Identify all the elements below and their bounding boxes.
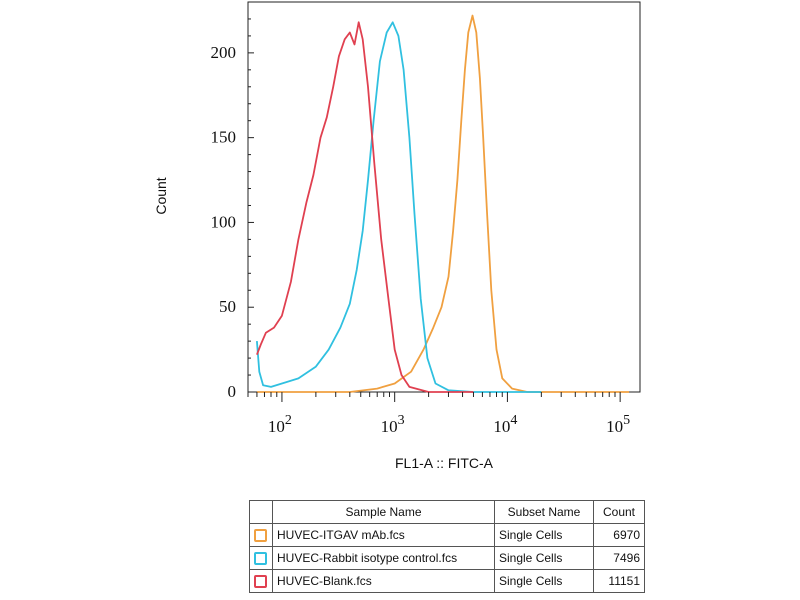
- legend-sample-name: HUVEC-Blank.fcs: [272, 569, 495, 593]
- series-line-0: [256, 14, 630, 393]
- legend-swatch-red: [254, 575, 267, 589]
- legend-count: 6970: [593, 523, 645, 547]
- plot-frame: [247, 1, 641, 393]
- legend-header-subset: Subset Name: [494, 500, 594, 524]
- legend-sample-name: HUVEC-ITGAV mAb.fcs: [272, 523, 495, 547]
- series-line-1: [256, 21, 542, 393]
- y-tick-label: 0: [228, 382, 237, 401]
- legend-swatch-cell: [249, 569, 273, 593]
- axis-layer: 0 50 100 150 200 102 103 104 105: [211, 18, 630, 436]
- y-axis-label: Count: [153, 177, 169, 214]
- legend-header-sample: Sample Name: [272, 500, 495, 524]
- legend-row: HUVEC-Rabbit isotype control.fcs Single …: [249, 546, 645, 570]
- legend-count: 11151: [593, 569, 645, 593]
- legend-sample-name: HUVEC-Rabbit isotype control.fcs: [272, 546, 495, 570]
- y-tick-label: 150: [211, 128, 237, 147]
- series-layer: [256, 14, 630, 393]
- x-tick-label: 102: [268, 413, 292, 436]
- x-tick-label: 105: [606, 413, 630, 436]
- x-tick-label: 104: [493, 413, 517, 436]
- legend-count: 7496: [593, 546, 645, 570]
- legend-header-count: Count: [593, 500, 645, 524]
- legend-row: HUVEC-Blank.fcs Single Cells 11151: [249, 569, 645, 593]
- legend-swatch-orange: [254, 529, 267, 543]
- x-tick-label: 103: [381, 413, 405, 436]
- legend-swatch-header: [249, 500, 273, 524]
- legend-table: Sample Name Subset Name Count HUVEC-ITGA…: [249, 500, 645, 593]
- legend-subset-name: Single Cells: [494, 546, 594, 570]
- legend-swatch-cyan: [254, 552, 267, 566]
- legend-subset-name: Single Cells: [494, 523, 594, 547]
- legend-swatch-cell: [249, 523, 273, 547]
- x-axis-label: FL1-A :: FITC-A: [395, 455, 494, 471]
- legend-swatch-cell: [249, 546, 273, 570]
- y-tick-label: 100: [211, 212, 237, 231]
- legend-header-row: Sample Name Subset Name Count: [249, 500, 645, 524]
- series-line-2: [256, 21, 474, 393]
- y-tick-label: 50: [219, 297, 236, 316]
- y-tick-label: 200: [211, 43, 237, 62]
- legend-subset-name: Single Cells: [494, 569, 594, 593]
- legend-row: HUVEC-ITGAV mAb.fcs Single Cells 6970: [249, 523, 645, 547]
